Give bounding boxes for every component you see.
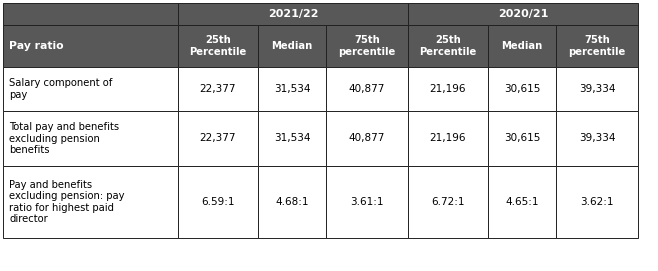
Text: 39,334: 39,334 xyxy=(579,84,615,94)
Bar xyxy=(488,67,556,111)
Bar xyxy=(556,67,638,111)
Bar xyxy=(3,67,178,111)
Bar xyxy=(556,166,638,238)
Text: 6.59:1: 6.59:1 xyxy=(201,197,235,207)
Bar xyxy=(556,25,638,67)
Text: 21,196: 21,196 xyxy=(430,84,467,94)
Text: 2021/22: 2021/22 xyxy=(268,9,318,19)
Bar xyxy=(326,67,408,111)
Bar xyxy=(408,25,488,67)
Bar xyxy=(408,3,638,25)
Bar xyxy=(258,166,326,238)
Text: 25th
Percentile: 25th Percentile xyxy=(190,35,247,57)
Text: 21,196: 21,196 xyxy=(430,134,467,144)
Text: Median: Median xyxy=(501,41,543,51)
Bar xyxy=(326,25,408,67)
Text: 40,877: 40,877 xyxy=(349,84,385,94)
Text: Pay and benefits
excluding pension: pay
ratio for highest paid
director: Pay and benefits excluding pension: pay … xyxy=(9,180,124,224)
Bar xyxy=(556,111,638,166)
Text: Total pay and benefits
excluding pension
benefits: Total pay and benefits excluding pension… xyxy=(9,122,119,155)
Text: 3.62:1: 3.62:1 xyxy=(580,197,614,207)
Bar xyxy=(3,25,178,67)
Text: 31,534: 31,534 xyxy=(274,84,311,94)
Text: 39,334: 39,334 xyxy=(579,134,615,144)
Text: 6.72:1: 6.72:1 xyxy=(431,197,465,207)
Text: 4.65:1: 4.65:1 xyxy=(505,197,539,207)
Text: 22,377: 22,377 xyxy=(200,134,236,144)
Bar xyxy=(326,166,408,238)
Bar xyxy=(178,166,258,238)
Bar xyxy=(488,111,556,166)
Text: Median: Median xyxy=(271,41,313,51)
Bar xyxy=(3,166,178,238)
Bar xyxy=(258,67,326,111)
Bar xyxy=(178,3,408,25)
Text: 2020/21: 2020/21 xyxy=(498,9,548,19)
Bar xyxy=(178,67,258,111)
Text: Salary component of
pay: Salary component of pay xyxy=(9,78,113,100)
Text: 3.61:1: 3.61:1 xyxy=(350,197,384,207)
Bar xyxy=(258,25,326,67)
Text: 25th
Percentile: 25th Percentile xyxy=(419,35,476,57)
Bar xyxy=(408,111,488,166)
Text: 75th
percentile: 75th percentile xyxy=(338,35,395,57)
Text: 30,615: 30,615 xyxy=(504,134,540,144)
Text: Pay ratio: Pay ratio xyxy=(9,41,64,51)
Text: 75th
percentile: 75th percentile xyxy=(569,35,626,57)
Text: 22,377: 22,377 xyxy=(200,84,236,94)
Bar xyxy=(3,3,178,25)
Bar xyxy=(258,111,326,166)
Bar xyxy=(178,111,258,166)
Bar xyxy=(408,166,488,238)
Bar xyxy=(326,111,408,166)
Text: 40,877: 40,877 xyxy=(349,134,385,144)
Bar xyxy=(3,111,178,166)
Bar xyxy=(408,67,488,111)
Bar xyxy=(488,166,556,238)
Text: 31,534: 31,534 xyxy=(274,134,311,144)
Text: 30,615: 30,615 xyxy=(504,84,540,94)
Bar xyxy=(178,25,258,67)
Text: 4.68:1: 4.68:1 xyxy=(275,197,309,207)
Bar xyxy=(488,25,556,67)
